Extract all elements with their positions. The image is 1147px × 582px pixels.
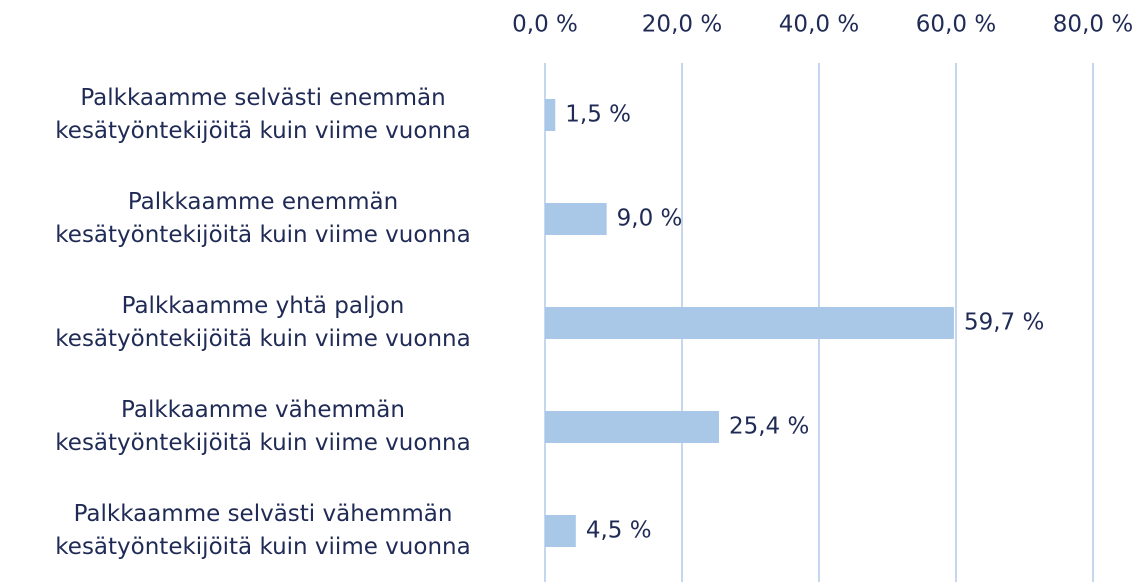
value-label: 25,4 %: [729, 414, 809, 440]
x-tick-label: 60,0 %: [916, 12, 996, 38]
x-tick-label: 80,0 %: [1053, 12, 1133, 38]
value-label: 1,5 %: [565, 102, 631, 128]
x-tick-label: 0,0 %: [512, 12, 578, 38]
category-label: Palkkaamme enemmän kesätyöntekijöitä kui…: [55, 189, 471, 248]
bar: [545, 203, 607, 235]
bar: [545, 411, 719, 443]
value-label: 9,0 %: [617, 206, 683, 232]
category-label: Palkkaamme yhtä paljon kesätyöntekijöitä…: [55, 293, 471, 352]
x-tick-label: 20,0 %: [642, 12, 722, 38]
bar: [545, 515, 576, 547]
bar: [545, 99, 556, 131]
value-label: 59,7 %: [964, 310, 1044, 336]
category-label: Palkkaamme selvästi vähemmän kesätyöntek…: [55, 501, 471, 560]
category-label: Palkkaamme vähemmän kesätyöntekijöitä ku…: [55, 397, 471, 456]
x-tick-label: 40,0 %: [779, 12, 859, 38]
value-label: 4,5 %: [586, 518, 652, 544]
bar: [545, 307, 954, 339]
category-label: Palkkaamme selvästi enemmän kesätyönteki…: [55, 85, 471, 144]
